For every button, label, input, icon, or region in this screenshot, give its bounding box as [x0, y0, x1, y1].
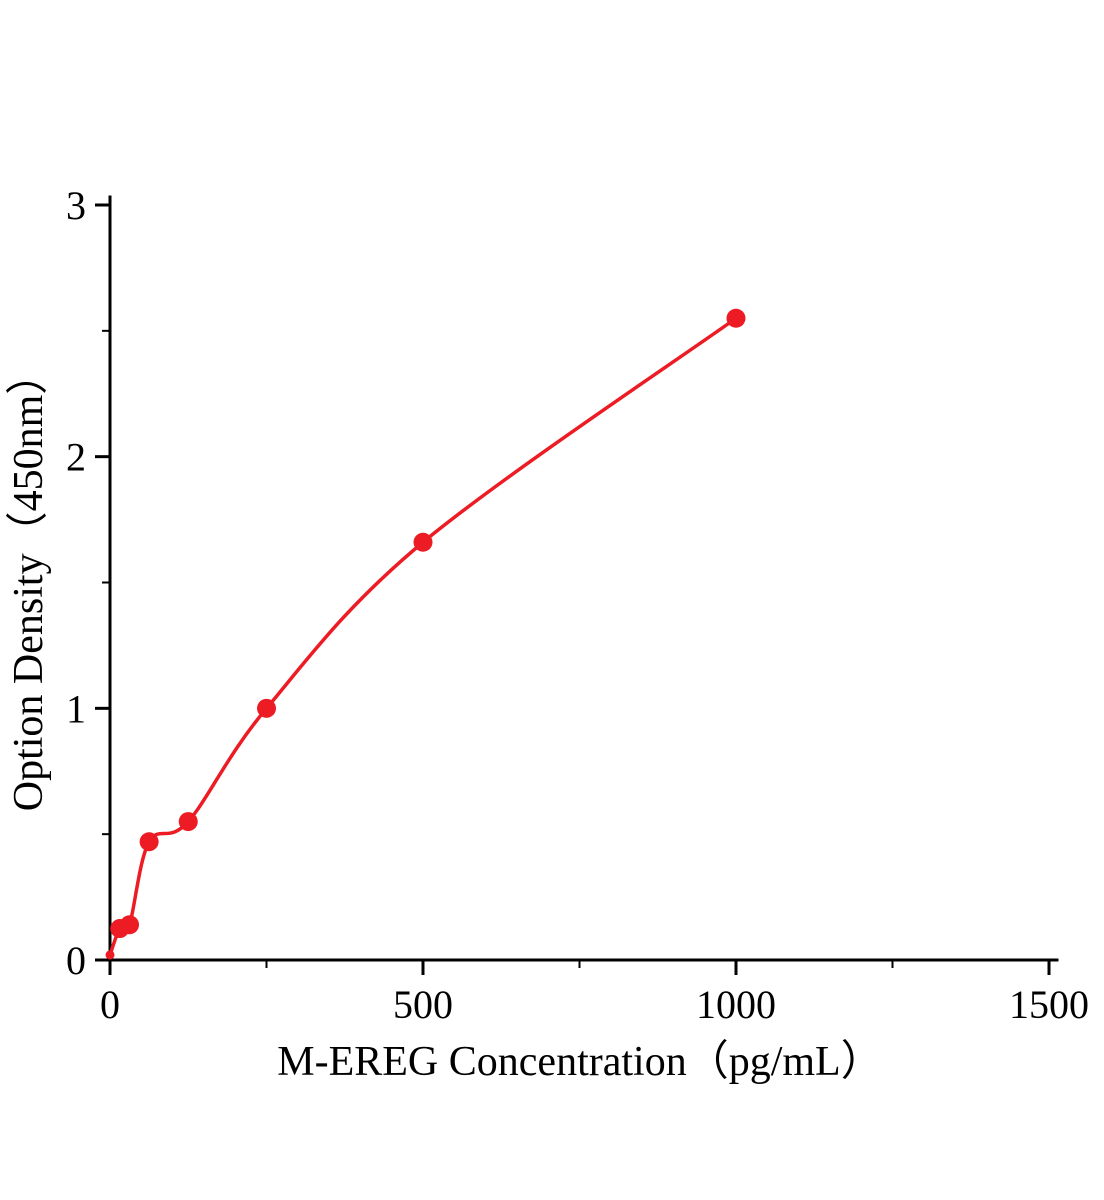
data-point	[120, 915, 140, 935]
data-point	[178, 812, 198, 832]
x-axis: 0 500 1000 1500	[100, 958, 1089, 1027]
y-tick-label: 2	[66, 435, 86, 480]
y-axis: 0 1 2 3	[66, 183, 112, 983]
x-tick-label: 1500	[1009, 982, 1089, 1027]
x-axis-title: M-EREG Concentration（pg/mL）	[277, 1039, 882, 1085]
data-point	[139, 832, 159, 852]
x-tick-label: 0	[100, 982, 120, 1027]
data-points	[105, 308, 746, 960]
x-tick-label: 1000	[696, 982, 776, 1027]
y-tick-label: 1	[66, 686, 86, 731]
data-point	[257, 698, 276, 718]
x-tick-label: 500	[393, 982, 453, 1027]
y-axis-title: Option Density（450nm）	[6, 353, 52, 812]
y-tick-label: 0	[66, 938, 86, 983]
data-point	[726, 308, 746, 328]
fit-curve-line	[108, 316, 738, 957]
y-tick-label: 3	[66, 183, 86, 228]
data-point	[413, 532, 433, 552]
data-point	[105, 950, 115, 960]
